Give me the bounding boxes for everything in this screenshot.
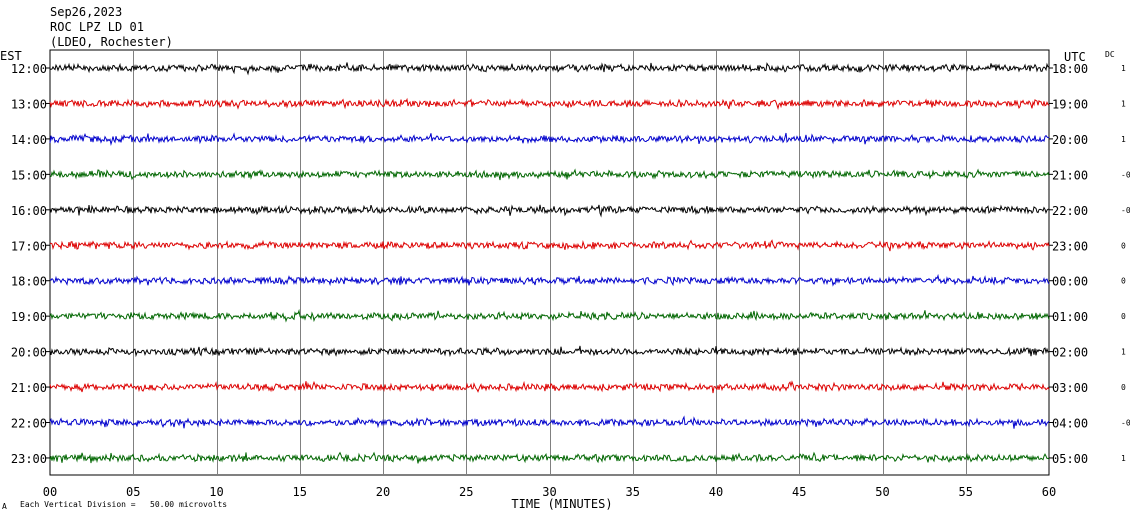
seismic-trace <box>49 273 1050 287</box>
dc-value-label: 1 <box>1121 348 1126 357</box>
est-hour-label: 17:00 <box>11 239 47 253</box>
dc-value-label: 0 <box>1121 241 1126 250</box>
est-hour-label: 15:00 <box>11 168 47 182</box>
seismic-trace <box>49 132 1049 146</box>
utc-hour-label: 20:00 <box>1052 133 1088 147</box>
dc-value-label: 1 <box>1121 99 1126 108</box>
est-hour-label: 12:00 <box>11 62 47 76</box>
dc-value-label: 1 <box>1121 454 1126 463</box>
dc-value-label: 0 <box>1121 277 1126 286</box>
x-tick-label: 00 <box>43 485 57 499</box>
seismic-trace <box>49 308 1050 323</box>
dc-value-label: -0 <box>1121 419 1130 428</box>
seismic-trace <box>49 345 1050 358</box>
utc-axis-label: UTC <box>1064 50 1086 64</box>
x-tick-label: 35 <box>626 485 640 499</box>
utc-hour-label: 22:00 <box>1052 204 1088 218</box>
est-hour-label: 16:00 <box>11 204 47 218</box>
x-tick-label: 20 <box>376 485 390 499</box>
x-tick-label: 60 <box>1042 485 1056 499</box>
utc-hour-label: 02:00 <box>1052 346 1088 360</box>
x-tick-label: 50 <box>875 485 889 499</box>
x-tick-label: 05 <box>126 485 140 499</box>
dc-value-label: -0 <box>1121 170 1130 179</box>
est-hour-label: 20:00 <box>11 346 47 360</box>
corner-mark: A <box>2 502 7 511</box>
est-hour-label: 14:00 <box>11 133 47 147</box>
utc-hour-label: 04:00 <box>1052 417 1088 431</box>
est-hour-label: 18:00 <box>11 275 47 289</box>
utc-hour-label: 05:00 <box>1052 452 1088 466</box>
station-label: ROC LPZ LD 01 <box>50 20 144 34</box>
x-axis-label: TIME (MINUTES) <box>511 497 612 511</box>
dc-axis-label: DC <box>1105 50 1115 59</box>
dc-value-label: 0 <box>1121 383 1126 392</box>
x-tick-label: 25 <box>459 485 473 499</box>
dc-value-label: 1 <box>1121 135 1126 144</box>
est-hour-label: 21:00 <box>11 381 47 395</box>
seismic-trace <box>49 204 1050 218</box>
dc-value-label: -0 <box>1121 206 1130 215</box>
utc-hour-label: 18:00 <box>1052 62 1088 76</box>
seismic-trace <box>49 168 1050 181</box>
x-tick-label: 10 <box>209 485 223 499</box>
utc-hour-label: 19:00 <box>1052 97 1088 111</box>
seismic-trace <box>49 451 1050 464</box>
x-tick-label: 30 <box>542 485 556 499</box>
seismic-trace <box>49 415 1050 429</box>
seismic-trace <box>49 97 1050 111</box>
est-hour-label: 23:00 <box>11 452 47 466</box>
utc-hour-label: 23:00 <box>1052 239 1088 253</box>
seismic-trace <box>49 239 1050 252</box>
x-tick-label: 55 <box>959 485 973 499</box>
chart-date: Sep26,2023 <box>50 5 123 19</box>
est-hour-label: 19:00 <box>11 310 47 324</box>
x-tick-label: 15 <box>293 485 307 499</box>
scale-note: Each Vertical Division = 50.00 microvolt… <box>20 500 228 509</box>
seismic-trace <box>49 380 1050 394</box>
utc-hour-label: 03:00 <box>1052 381 1088 395</box>
network-label: (LDEO, Rochester) <box>50 35 173 49</box>
seismic-trace <box>49 62 1050 76</box>
utc-hour-label: 21:00 <box>1052 168 1088 182</box>
est-axis-label: EST <box>0 49 22 63</box>
dc-value-label: 1 <box>1121 64 1126 73</box>
est-hour-label: 13:00 <box>11 97 47 111</box>
x-tick-label: 40 <box>709 485 723 499</box>
utc-hour-label: 01:00 <box>1052 310 1088 324</box>
dc-value-label: 0 <box>1121 312 1126 321</box>
x-tick-label: 45 <box>792 485 806 499</box>
utc-hour-label: 00:00 <box>1052 275 1088 289</box>
est-hour-label: 22:00 <box>11 417 47 431</box>
plot-frame <box>49 49 1050 476</box>
